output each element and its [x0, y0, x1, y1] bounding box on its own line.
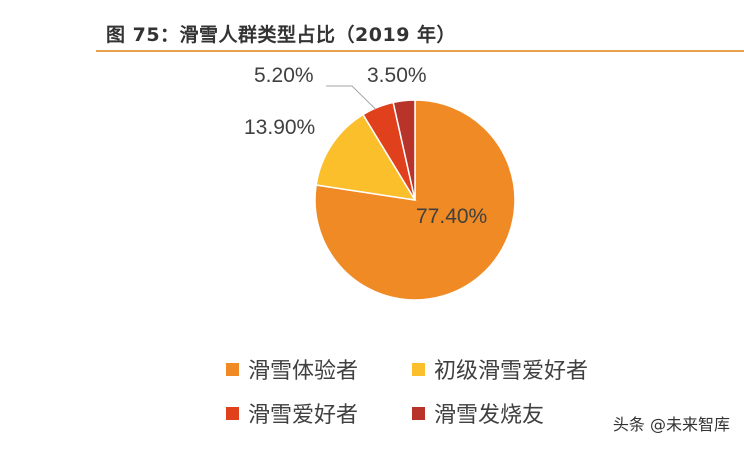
legend-item: 滑雪体验者: [226, 354, 412, 384]
legend-label: 滑雪体验者: [248, 359, 359, 384]
legend-swatch: [412, 406, 425, 420]
data-label-1: 77.40%: [416, 205, 488, 228]
legend-swatch: [226, 406, 239, 420]
legend-swatch: [226, 362, 239, 376]
data-label-3: 5.20%: [254, 64, 314, 87]
legend-swatch: [412, 362, 425, 376]
legend-label: 滑雪爱好者: [248, 403, 359, 428]
leader-line: [326, 85, 376, 110]
legend-item: 初级滑雪爱好者: [412, 354, 642, 384]
figure-title: 图 75：滑雪人群类型占比（2019 年）: [106, 24, 457, 46]
data-label-4: 3.50%: [367, 64, 427, 87]
title-underline: [96, 50, 744, 52]
legend-label: 初级滑雪爱好者: [434, 359, 589, 384]
legend-item: 滑雪爱好者: [226, 398, 412, 428]
pie-slice-4: [392, 99, 416, 201]
pie-slice-2: [315, 113, 417, 201]
chart-legend: 滑雪体验者 初级滑雪爱好者滑雪爱好者 滑雪发烧友: [226, 354, 646, 428]
data-label-2: 13.90%: [244, 116, 316, 139]
legend-label: 滑雪发烧友: [434, 403, 545, 428]
watermark: 头条 @未来智库: [612, 415, 730, 434]
legend-item: 滑雪发烧友: [412, 398, 642, 428]
